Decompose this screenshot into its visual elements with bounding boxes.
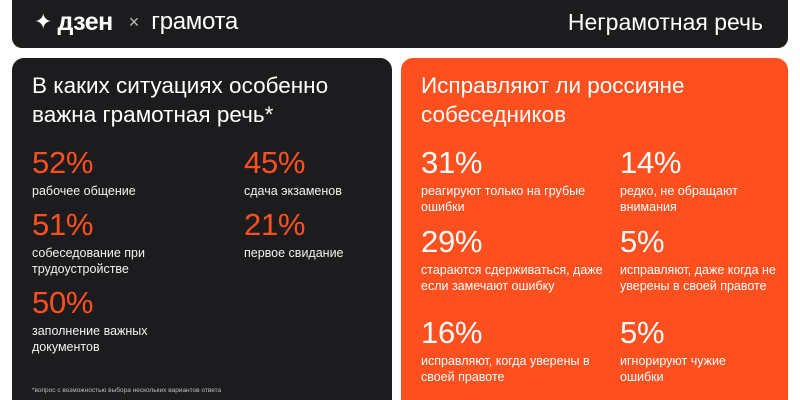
star-icon: ✦ xyxy=(34,9,53,34)
stat-label: сдача экзаменов xyxy=(244,184,342,198)
stat-label: рабочее общение xyxy=(32,184,136,198)
stat-item: 14% редко, не обращают внимания xyxy=(620,146,780,215)
gramota-logo-text: грамота xyxy=(151,8,238,35)
stat-item: 16% исправляют, когда уверены в своей пр… xyxy=(421,316,611,385)
footnote: *вопрос с возможностью выбора нескольких… xyxy=(32,387,222,394)
stat-value: 51% xyxy=(32,207,94,242)
stat-label: первое свидание xyxy=(244,246,344,260)
stat-item: 45% сдача экзаменов xyxy=(244,146,384,199)
stat-item: 52% рабочее общение xyxy=(32,146,222,199)
stat-label: заполнение важных документов xyxy=(32,324,148,354)
stat-item: 50% заполнение важных документов xyxy=(32,286,182,355)
stat-label: игнорируют чужие ошибки xyxy=(620,354,726,384)
stat-item: 5% исправляют, даже когда не уверены в с… xyxy=(620,225,780,294)
stat-item: 51% собеседование при трудоустройстве xyxy=(32,208,207,277)
header-bar: ✦ дзен × грамота Неграмотная речь xyxy=(12,0,788,48)
stat-item: 21% первое свидание xyxy=(244,208,384,261)
stat-value: 5% xyxy=(620,224,665,259)
left-panel-title: В каких ситуациях особенно важна грамотн… xyxy=(32,73,329,127)
stat-item: 31% реагируют только на грубые ошибки xyxy=(421,146,606,215)
stat-value: 5% xyxy=(620,315,665,350)
stat-value: 31% xyxy=(421,145,483,180)
stat-label: исправляют, даже когда не уверены в свое… xyxy=(620,263,776,293)
stat-value: 16% xyxy=(421,315,483,350)
stat-item: 29% стараются сдерживаться, даже если за… xyxy=(421,225,611,294)
stat-value: 52% xyxy=(32,145,94,180)
stat-label: редко, не обращают внимания xyxy=(620,184,738,214)
stat-label: исправляют, когда уверены в своей правот… xyxy=(421,354,590,384)
right-panel: Исправляют ли россияне собеседников 31% … xyxy=(401,58,788,400)
stat-label: реагируют только на грубые ошибки xyxy=(421,184,586,214)
stat-value: 21% xyxy=(244,207,306,242)
dzen-logo-text: дзен xyxy=(57,7,113,36)
right-panel-title: Исправляют ли россияне собеседников xyxy=(421,73,685,127)
stat-value: 45% xyxy=(244,145,306,180)
stat-label: собеседование при трудоустройстве xyxy=(32,246,145,276)
stat-value: 14% xyxy=(620,145,682,180)
times-separator: × xyxy=(128,11,140,32)
header-title: Неграмотная речь xyxy=(567,9,763,35)
stat-label: стараются сдерживаться, даже если замеча… xyxy=(421,263,603,293)
stat-value: 29% xyxy=(421,224,483,259)
stat-item: 5% игнорируют чужие ошибки xyxy=(620,316,750,385)
stat-value: 50% xyxy=(32,285,94,320)
left-panel: В каких ситуациях особенно важна грамотн… xyxy=(12,58,392,400)
brand-logo[interactable]: ✦ дзен × грамота xyxy=(34,7,238,37)
